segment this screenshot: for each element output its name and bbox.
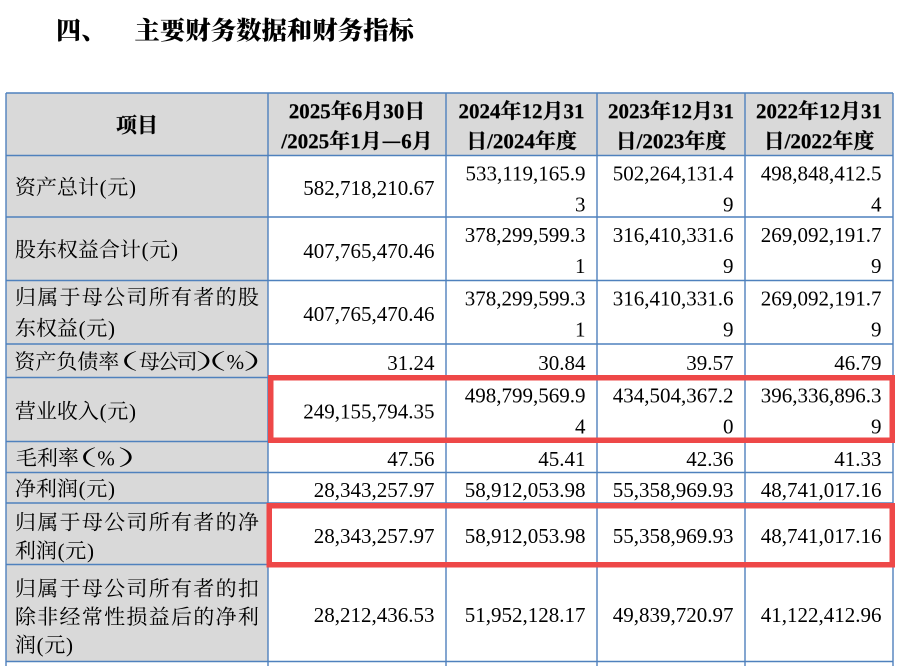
svg-text:30.84: 30.84 bbox=[538, 351, 586, 375]
svg-text:58,912,053.98: 58,912,053.98 bbox=[465, 524, 586, 548]
svg-text:51,952,128.17: 51,952,128.17 bbox=[465, 603, 586, 627]
svg-text:269,092,191.7: 269,092,191.7 bbox=[761, 287, 882, 311]
svg-text:316,410,331.6: 316,410,331.6 bbox=[613, 287, 734, 311]
svg-text:47.56: 47.56 bbox=[387, 447, 434, 471]
svg-text:45.41: 45.41 bbox=[538, 447, 585, 471]
svg-text:9: 9 bbox=[723, 318, 734, 342]
svg-text:502,264,131.4: 502,264,131.4 bbox=[613, 162, 734, 186]
svg-text:28,212,436.53: 28,212,436.53 bbox=[314, 603, 435, 627]
svg-text:316,410,331.6: 316,410,331.6 bbox=[613, 223, 734, 247]
svg-text:4: 4 bbox=[871, 193, 882, 217]
svg-text:55,358,969.93: 55,358,969.93 bbox=[613, 478, 734, 502]
svg-text:434,504,367.2: 434,504,367.2 bbox=[613, 384, 734, 408]
svg-text:498,848,412.5: 498,848,412.5 bbox=[761, 162, 882, 186]
svg-text:28,343,257.97: 28,343,257.97 bbox=[314, 524, 435, 548]
svg-text:378,299,599.3: 378,299,599.3 bbox=[465, 223, 586, 247]
svg-text:269,092,191.7: 269,092,191.7 bbox=[761, 223, 882, 247]
svg-text:41,122,412.96: 41,122,412.96 bbox=[761, 603, 882, 627]
svg-text:498,799,569.9: 498,799,569.9 bbox=[465, 384, 586, 408]
svg-text:0: 0 bbox=[723, 415, 734, 439]
svg-text:407,765,470.46: 407,765,470.46 bbox=[303, 239, 434, 263]
svg-text:46.79: 46.79 bbox=[834, 351, 881, 375]
svg-text:396,336,896.3: 396,336,896.3 bbox=[761, 384, 882, 408]
svg-text:31.24: 31.24 bbox=[387, 351, 435, 375]
svg-text:407,765,470.46: 407,765,470.46 bbox=[303, 302, 434, 326]
svg-text:49,839,720.97: 49,839,720.97 bbox=[613, 603, 734, 627]
svg-text:1: 1 bbox=[575, 254, 586, 278]
svg-text:9: 9 bbox=[723, 193, 734, 217]
svg-text:1: 1 bbox=[575, 318, 586, 342]
svg-text:582,718,210.67: 582,718,210.67 bbox=[303, 176, 434, 200]
svg-text:378,299,599.3: 378,299,599.3 bbox=[465, 287, 586, 311]
svg-text:249,155,794.35: 249,155,794.35 bbox=[303, 400, 434, 424]
svg-text:9: 9 bbox=[723, 254, 734, 278]
svg-text:48,741,017.16: 48,741,017.16 bbox=[761, 478, 882, 502]
svg-text:39.57: 39.57 bbox=[686, 351, 733, 375]
svg-text:41.33: 41.33 bbox=[834, 447, 881, 471]
svg-text:55,358,969.93: 55,358,969.93 bbox=[613, 524, 734, 548]
svg-text:9: 9 bbox=[871, 415, 882, 439]
svg-text:48,741,017.16: 48,741,017.16 bbox=[761, 524, 882, 548]
svg-text:3: 3 bbox=[575, 193, 586, 217]
svg-text:58,912,053.98: 58,912,053.98 bbox=[465, 478, 586, 502]
svg-text:9: 9 bbox=[871, 318, 882, 342]
svg-text:9: 9 bbox=[871, 254, 882, 278]
svg-text:42.36: 42.36 bbox=[686, 447, 733, 471]
svg-text:28,343,257.97: 28,343,257.97 bbox=[314, 478, 435, 502]
svg-text:533,119,165.9: 533,119,165.9 bbox=[466, 162, 586, 186]
svg-text:4: 4 bbox=[575, 415, 586, 439]
